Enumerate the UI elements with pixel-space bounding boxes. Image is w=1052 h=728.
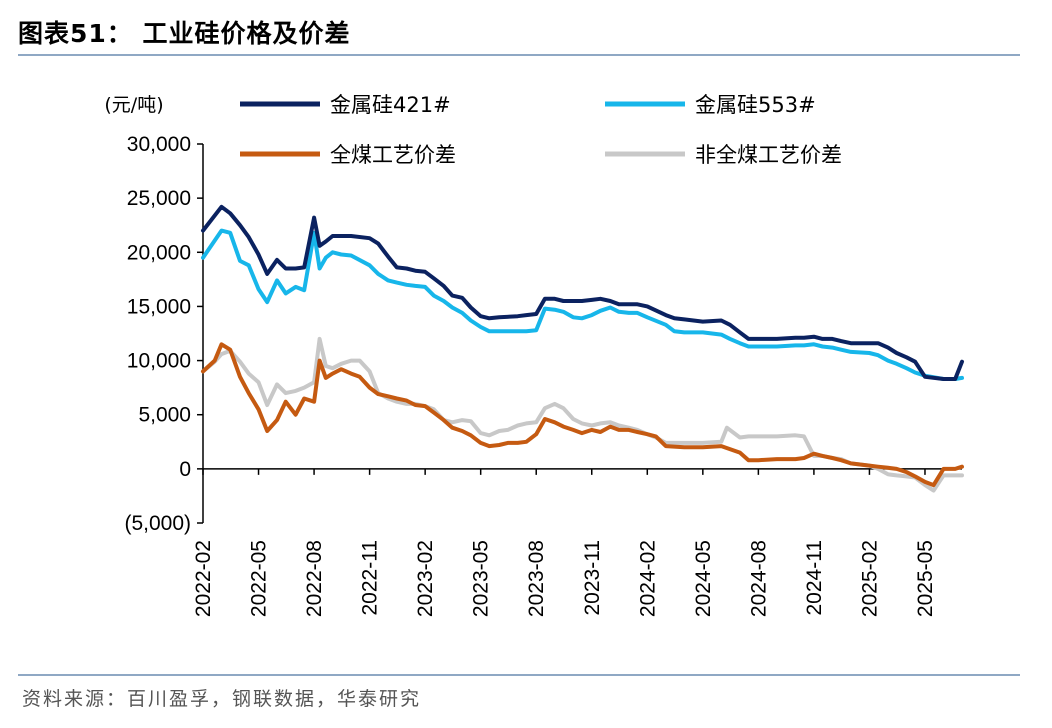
- x-tick-label: 2025-05: [914, 540, 937, 617]
- x-tick-label: 2024-08: [747, 540, 770, 617]
- y-tick-label: (5,000): [124, 512, 191, 535]
- y-tick-label: 30,000: [127, 133, 191, 156]
- x-tick-label: 2025-02: [858, 540, 881, 617]
- series-layer: [201, 204, 964, 493]
- x-tick-label: 2024-02: [636, 540, 659, 617]
- figure-title: 图表51： 工业硅价格及价差: [18, 19, 351, 48]
- y-tick-label: 15,000: [127, 295, 191, 318]
- series-line-4: [201, 336, 964, 493]
- x-tick-label: 2022-08: [303, 540, 326, 617]
- y-tick-label: 5,000: [138, 404, 191, 427]
- axis-layer: (5,000) 0 5,000 10,000 15,000 20,000 25,000 30,…: [124, 133, 962, 617]
- legend-label-4: 非全煤工艺价差: [695, 143, 842, 167]
- x-tick-label: 2022-05: [248, 540, 271, 617]
- legend-label-2: 金属硅553#: [695, 93, 816, 117]
- y-tick-label: 25,000: [127, 187, 191, 210]
- y-axis-unit-label: (元/吨): [104, 94, 163, 116]
- source-note: 资料来源：百川盈孚，钢联数据，华泰研究: [22, 688, 422, 710]
- y-tick-label: 20,000: [127, 241, 191, 264]
- title-divider: [18, 54, 1020, 56]
- y-tick-label: 0: [179, 458, 191, 481]
- footer-divider: [18, 674, 1020, 676]
- series-line-1: [201, 204, 964, 381]
- series-line-3: [201, 342, 964, 488]
- series-line-2: [201, 228, 964, 381]
- x-tick-label: 2022-11: [359, 540, 382, 616]
- y-tick-label: 10,000: [127, 350, 191, 373]
- x-tick-label: 2023-11: [581, 540, 604, 616]
- x-tick-label: 2023-02: [414, 540, 437, 617]
- legend-label-3: 全煤工艺价差: [330, 143, 456, 167]
- legend-label-1: 金属硅421#: [330, 93, 451, 117]
- x-tick-label: 2024-05: [692, 540, 715, 617]
- x-tick-label: 2022-02: [192, 540, 215, 617]
- x-tick-label: 2023-08: [525, 540, 548, 617]
- x-tick-label: 2024-11: [803, 540, 826, 616]
- legend: 金属硅421# 金属硅553# 全煤工艺价差 非全煤工艺价差: [240, 93, 842, 167]
- x-tick-label: 2023-05: [470, 540, 493, 617]
